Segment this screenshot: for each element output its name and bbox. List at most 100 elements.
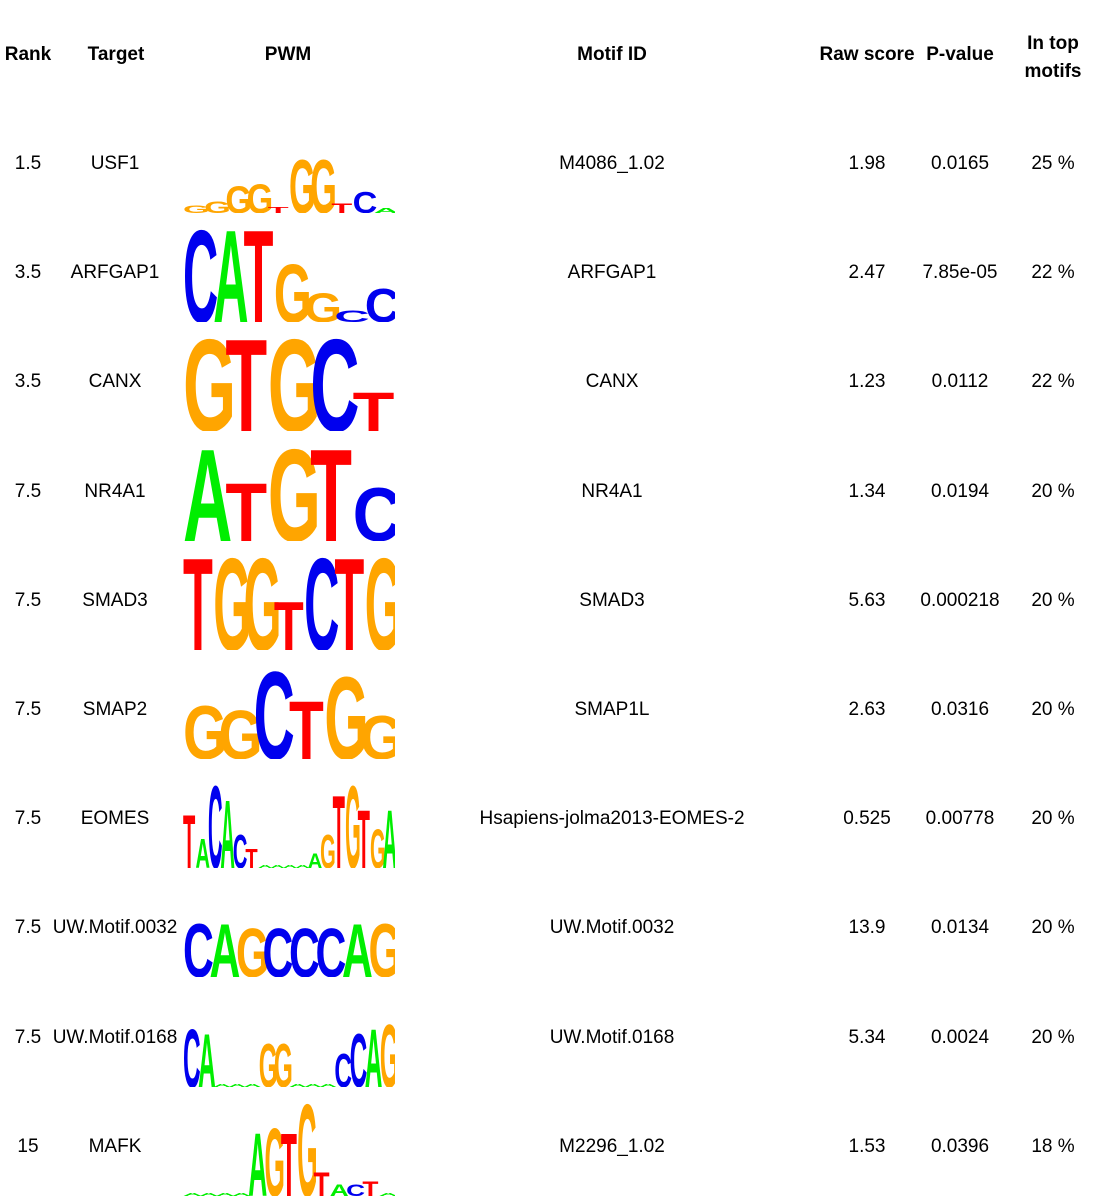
p-value-cell: 0.00778: [925, 808, 995, 830]
rank-cell: 3.5: [14, 262, 42, 284]
logo-letter-C: C: [365, 279, 395, 322]
pwm-logo: CAGCCCAG: [183, 877, 402, 995]
logo-letter-A: A: [374, 207, 395, 213]
logo-letter-G: G: [259, 1031, 278, 1086]
logo-letter-G: G: [183, 203, 210, 213]
header-pwm: PWM: [264, 44, 312, 65]
logo-letter-T: T: [183, 550, 213, 650]
target-cell: USF1: [90, 153, 140, 174]
header-in-top-line1: In top: [1027, 33, 1079, 54]
motif-id-cell: CANX: [585, 371, 639, 393]
header-in-top-line2: motifs: [1024, 61, 1082, 82]
rank-cell: 7.5: [14, 808, 42, 830]
pwm-logo: AAAAAGTGTACTA: [183, 1078, 398, 1201]
target-cell: CANX: [88, 371, 142, 393]
logo-letter-T: T: [268, 206, 289, 213]
p-value-cell: 0.0112: [931, 371, 989, 393]
logo-letter-G: G: [380, 1006, 395, 1087]
p-value-cell: 0.0165: [930, 153, 990, 174]
logo-letter-A: A: [289, 1083, 307, 1087]
logo-letter-T: T: [310, 441, 352, 541]
header-p-value: P-value: [926, 44, 994, 65]
target-cell: ARFGAP1: [70, 262, 160, 284]
target-cell: SMAD3: [82, 589, 148, 611]
pwm-logo: TACACTAAAAAGTGTGA: [183, 761, 397, 893]
logo-letter-A: A: [232, 1192, 252, 1196]
logo-letter-T: T: [245, 844, 257, 868]
raw-score-cell: 5.63: [848, 589, 886, 611]
logo-letter-A: A: [295, 865, 310, 868]
target-cell: SMAP2: [82, 699, 148, 720]
raw-score-cell: 5.34: [848, 1026, 886, 1048]
pwm-logo: ATGTC: [183, 423, 402, 570]
logo-letter-T: T: [313, 1164, 329, 1196]
header-motif-id: Motif ID: [577, 44, 647, 65]
logo-letter-T: T: [289, 684, 324, 759]
logo-letter-G: G: [320, 824, 336, 868]
logo-letter-T: T: [362, 1178, 379, 1196]
logo-letter-T: T: [334, 550, 364, 650]
logo-letter-T: T: [353, 382, 395, 431]
motif-id-cell: M4086_1.02: [559, 153, 665, 174]
logo-letter-C: C: [208, 768, 223, 868]
logo-letter-A: A: [258, 865, 273, 868]
raw-score-cell: 1.53: [848, 1135, 886, 1157]
in-top-cell: 22 %: [1031, 371, 1075, 393]
logo-letter-T: T: [281, 1116, 297, 1196]
logo-letter-C: C: [183, 1012, 201, 1087]
target-cell: UW.Motif.0032: [52, 917, 178, 939]
logo-letter-T: T: [274, 587, 304, 649]
logo-letter-A: A: [330, 1181, 349, 1196]
logo-letter-T: T: [333, 774, 345, 868]
p-value-cell: 0.0194: [930, 480, 990, 502]
logo-letter-A: A: [183, 1192, 203, 1196]
logo-letter-A: A: [228, 1083, 246, 1087]
raw-score-cell: 1.98: [848, 153, 886, 174]
header-target: Target: [87, 44, 145, 65]
logo-letter-T: T: [358, 793, 370, 869]
p-value-cell: 0.0396: [930, 1135, 990, 1157]
pwm-logo-svg: GGCTGG: [183, 646, 404, 786]
pwm-logo-svg: CAGCCCAG: [183, 910, 402, 995]
logo-letter-T: T: [244, 222, 274, 322]
logo-letter-A: A: [195, 830, 210, 868]
pwm-logo-svg: CAAAAGGAAACCAG: [183, 1006, 399, 1107]
logo-letter-A: A: [198, 1019, 216, 1086]
target-cell: NR4A1: [84, 480, 146, 502]
logo-letter-G: G: [274, 1031, 293, 1086]
in-top-cell: 20 %: [1031, 917, 1075, 939]
logo-letter-A: A: [220, 780, 235, 869]
pwm-logo: GGGGTGGTCA: [183, 113, 399, 229]
target-cell: MAFK: [88, 1135, 142, 1157]
logo-letter-C: C: [346, 1181, 365, 1196]
in-top-cell: 18 %: [1031, 1135, 1075, 1157]
raw-score-cell: 2.63: [848, 699, 886, 720]
raw-score-cell: 0.525: [843, 808, 891, 830]
in-top-cell: 25 %: [1031, 153, 1075, 174]
rank-cell: 1.5: [14, 153, 42, 174]
logo-letter-A: A: [216, 1192, 236, 1196]
in-top-cell: 20 %: [1031, 808, 1075, 830]
pwm-logo-svg: TGGTCTG: [183, 532, 403, 679]
logo-letter-G: G: [265, 1110, 285, 1196]
p-value-cell: 0.000218: [920, 589, 1000, 611]
logo-letter-G: G: [297, 1096, 317, 1196]
motif-id-cell: ARFGAP1: [567, 262, 657, 284]
pwm-logo-svg: ATGTC: [183, 423, 402, 570]
p-value-cell: 7.85e-05: [922, 262, 998, 284]
raw-score-cell: 1.23: [848, 371, 886, 393]
pwm-logo: CATGGCC: [183, 204, 400, 351]
pwm-logo-svg: CATGGCC: [183, 204, 400, 351]
logo-letter-C: C: [353, 472, 395, 540]
motif-id-cell: SMAD3: [579, 589, 645, 611]
motif-id-cell: M2296_1.02: [559, 1135, 665, 1157]
raw-score-cell: 1.34: [848, 480, 886, 502]
logo-letter-G: G: [370, 818, 386, 869]
logo-letter-A: A: [319, 1083, 337, 1087]
logo-letter-T: T: [225, 331, 267, 431]
logo-letter-A: A: [199, 1192, 219, 1196]
header-rank: Rank: [4, 44, 52, 65]
in-top-cell: 22 %: [1031, 262, 1075, 284]
in-top-cell: 20 %: [1031, 480, 1075, 502]
